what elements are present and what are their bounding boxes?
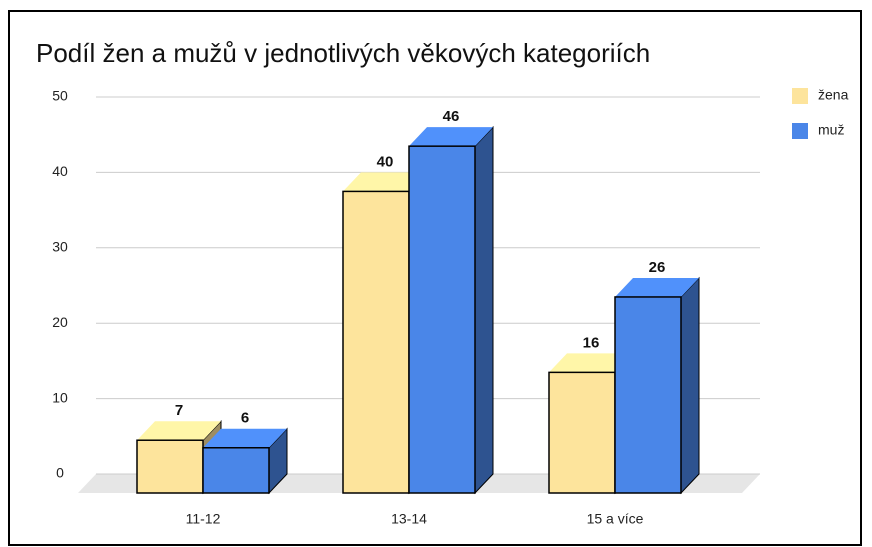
x-tick-label: 13-14 [391,511,427,527]
bar-side [474,125,494,495]
bar [548,371,616,494]
bar [136,439,204,494]
bar-side [680,276,700,495]
bar-top [409,127,493,147]
y-tick-label: 30 [52,239,68,255]
value-label: 46 [443,108,460,125]
bar-top [203,428,287,448]
bar-top [343,172,427,192]
bar-top [137,421,221,441]
y-tick-label: 40 [52,163,68,179]
bar [202,447,270,494]
legend-swatch [792,123,808,139]
y-tick-label: 0 [56,465,64,481]
value-label: 6 [241,410,249,427]
bar-top [615,277,699,297]
y-tick-label: 50 [52,88,68,104]
chart-title: Podíl žen a mužů v jednotlivých věkových… [36,38,650,68]
legend-label: muž [818,122,844,138]
bar [408,145,476,494]
bar [342,190,410,494]
value-label: 26 [649,259,666,276]
x-tick-label: 15 a více [587,511,644,527]
y-tick-label: 20 [52,314,68,330]
value-label: 16 [583,334,600,351]
x-tick-label: 11-12 [186,511,221,527]
value-label: 7 [175,402,183,419]
value-label: 40 [377,153,394,170]
bar-top [549,353,633,373]
legend-label: žena [818,87,849,103]
bar [614,296,682,494]
y-tick-label: 10 [52,389,68,405]
legend-swatch [792,88,808,104]
